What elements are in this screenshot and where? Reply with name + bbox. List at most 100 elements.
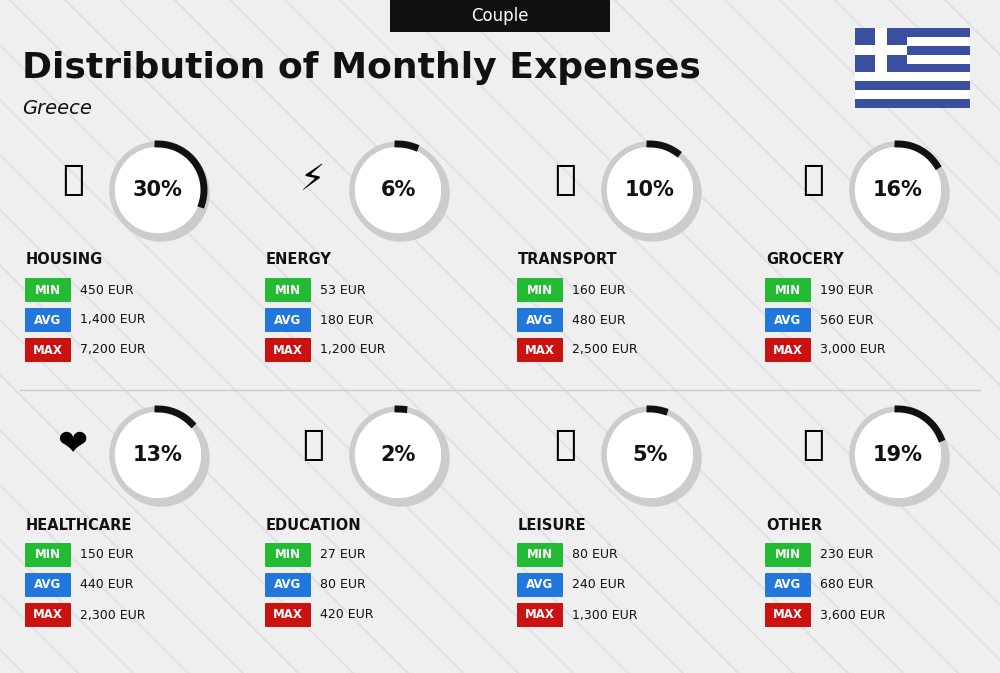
Text: AVG: AVG [274,314,302,326]
FancyBboxPatch shape [517,338,563,362]
FancyBboxPatch shape [265,278,311,302]
Text: 420 EUR: 420 EUR [320,608,374,621]
Text: 💰: 💰 [802,428,824,462]
Text: ❤️: ❤️ [58,428,88,462]
Circle shape [604,144,696,236]
Text: 🎓: 🎓 [302,428,324,462]
FancyBboxPatch shape [855,28,970,37]
Text: MAX: MAX [273,343,303,357]
Text: 480 EUR: 480 EUR [572,314,626,326]
Text: 150 EUR: 150 EUR [80,548,134,561]
Text: MIN: MIN [275,283,301,297]
Text: AVG: AVG [274,579,302,592]
FancyBboxPatch shape [855,28,907,73]
Circle shape [605,145,701,241]
Text: AVG: AVG [526,579,554,592]
Text: 80 EUR: 80 EUR [320,579,366,592]
Text: 2%: 2% [380,445,416,465]
FancyBboxPatch shape [25,603,71,627]
FancyBboxPatch shape [517,603,563,627]
FancyBboxPatch shape [390,0,610,32]
Circle shape [852,144,944,236]
Text: AVG: AVG [34,314,62,326]
Text: 680 EUR: 680 EUR [820,579,874,592]
FancyBboxPatch shape [855,73,970,81]
FancyBboxPatch shape [265,573,311,597]
Text: 160 EUR: 160 EUR [572,283,626,297]
FancyBboxPatch shape [25,338,71,362]
Text: 6%: 6% [380,180,416,200]
FancyBboxPatch shape [855,46,970,55]
Text: ⚡: ⚡ [300,163,326,197]
Circle shape [853,145,949,241]
FancyBboxPatch shape [855,45,907,55]
Circle shape [113,145,209,241]
Text: MIN: MIN [775,283,801,297]
Text: LEISURE: LEISURE [518,518,587,532]
FancyBboxPatch shape [765,543,811,567]
Text: 5%: 5% [632,445,668,465]
Circle shape [352,409,444,501]
Text: 10%: 10% [625,180,675,200]
Text: Distribution of Monthly Expenses: Distribution of Monthly Expenses [22,51,701,85]
Text: OTHER: OTHER [766,518,822,532]
Circle shape [605,410,701,506]
FancyBboxPatch shape [517,278,563,302]
Text: 230 EUR: 230 EUR [820,548,874,561]
Text: 19%: 19% [873,445,923,465]
Text: 240 EUR: 240 EUR [572,579,626,592]
FancyBboxPatch shape [517,308,563,332]
Text: MAX: MAX [33,608,63,621]
FancyBboxPatch shape [25,543,71,567]
Text: 560 EUR: 560 EUR [820,314,874,326]
Text: AVG: AVG [526,314,554,326]
Text: 🚌: 🚌 [554,163,576,197]
Text: 190 EUR: 190 EUR [820,283,874,297]
FancyBboxPatch shape [265,308,311,332]
FancyBboxPatch shape [855,37,970,46]
Text: MAX: MAX [33,343,63,357]
Text: Greece: Greece [22,98,92,118]
Circle shape [353,145,449,241]
Circle shape [113,410,209,506]
FancyBboxPatch shape [517,543,563,567]
Text: EDUCATION: EDUCATION [266,518,362,532]
Circle shape [853,410,949,506]
FancyBboxPatch shape [855,99,970,108]
Text: MIN: MIN [527,548,553,561]
Text: MAX: MAX [525,343,555,357]
Text: MIN: MIN [275,548,301,561]
Text: TRANSPORT: TRANSPORT [518,252,618,267]
Text: 7,200 EUR: 7,200 EUR [80,343,146,357]
Text: 1,400 EUR: 1,400 EUR [80,314,146,326]
FancyBboxPatch shape [265,543,311,567]
Text: 53 EUR: 53 EUR [320,283,366,297]
FancyBboxPatch shape [265,603,311,627]
FancyBboxPatch shape [265,338,311,362]
FancyBboxPatch shape [517,573,563,597]
Text: AVG: AVG [774,579,802,592]
FancyBboxPatch shape [855,55,970,63]
FancyBboxPatch shape [765,338,811,362]
FancyBboxPatch shape [765,573,811,597]
Text: 27 EUR: 27 EUR [320,548,366,561]
FancyBboxPatch shape [765,308,811,332]
Circle shape [112,409,204,501]
Text: ENERGY: ENERGY [266,252,332,267]
Circle shape [353,410,449,506]
FancyBboxPatch shape [765,603,811,627]
Text: 80 EUR: 80 EUR [572,548,618,561]
Text: 440 EUR: 440 EUR [80,579,134,592]
Text: 3,000 EUR: 3,000 EUR [820,343,886,357]
Text: 🏙: 🏙 [62,163,84,197]
Text: 450 EUR: 450 EUR [80,283,134,297]
Text: MAX: MAX [273,608,303,621]
Text: MAX: MAX [525,608,555,621]
Text: 3,600 EUR: 3,600 EUR [820,608,886,621]
FancyBboxPatch shape [855,63,970,73]
FancyBboxPatch shape [875,28,887,73]
FancyBboxPatch shape [25,573,71,597]
Text: AVG: AVG [34,579,62,592]
Circle shape [112,144,204,236]
Text: Couple: Couple [471,7,529,25]
